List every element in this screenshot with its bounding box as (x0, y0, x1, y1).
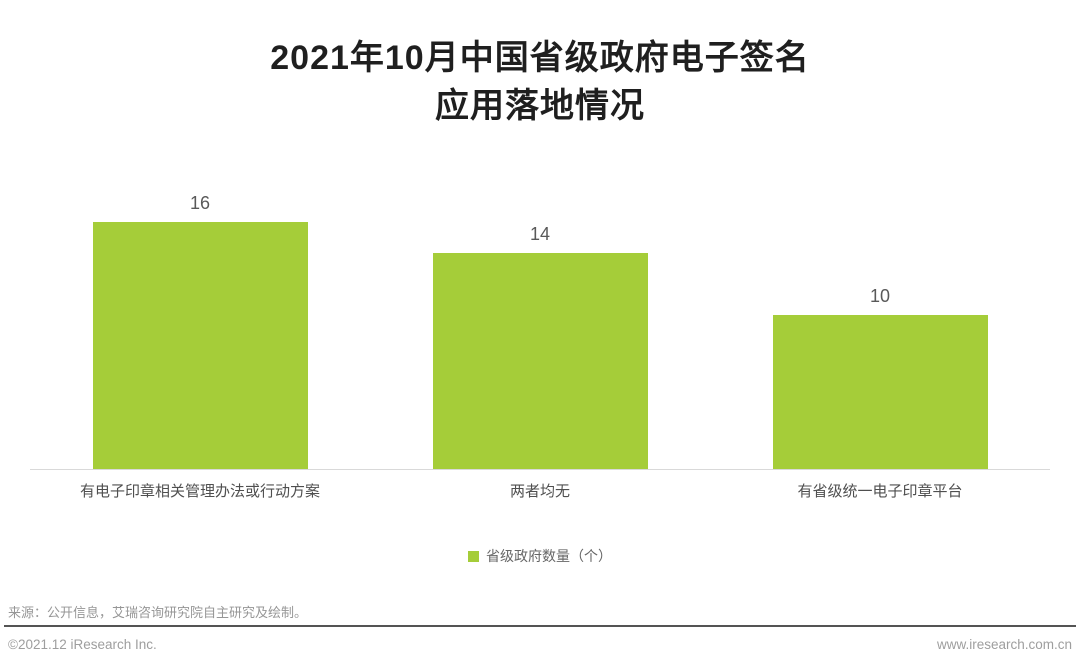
category-axis: 有电子印章相关管理办法或行动方案 两者均无 有省级统一电子印章平台 (30, 480, 1050, 501)
bar-group: 16 (30, 180, 370, 469)
category-label: 有电子印章相关管理办法或行动方案 (79, 483, 320, 500)
footer-copyright: ©2021.12 iResearch Inc. (8, 637, 157, 652)
bar-group: 10 (710, 180, 1050, 469)
legend: 省级政府数量（个） (0, 546, 1080, 566)
category-label: 两者均无 (509, 483, 570, 500)
source-note: 来源：公开信息，艾瑞咨询研究院自主研究及绘制。 (8, 605, 308, 620)
bar-value-label: 14 (529, 224, 551, 244)
chart-title-line1: 2021年10月中国省级政府电子签名 (270, 39, 810, 77)
footer: ©2021.12 iResearch Inc. www.iresearch.co… (8, 637, 1072, 652)
plot-area: 16 14 10 (30, 180, 1050, 470)
chart-title-line2: 应用落地情况 (435, 87, 645, 125)
legend-swatch-icon (468, 550, 479, 562)
bar (432, 253, 648, 469)
category-label: 有省级统一电子印章平台 (797, 483, 963, 500)
bar-group: 14 (370, 180, 710, 469)
footer-divider (4, 625, 1076, 627)
bar (92, 222, 308, 469)
legend-label: 省级政府数量（个） (486, 548, 612, 564)
bar-value-label: 16 (189, 193, 211, 213)
bar-value-label: 10 (869, 286, 891, 306)
chart-title: 2021年10月中国省级政府电子签名 应用落地情况 (0, 34, 1080, 130)
bar (772, 315, 988, 469)
footer-website: www.iresearch.com.cn (936, 637, 1072, 652)
